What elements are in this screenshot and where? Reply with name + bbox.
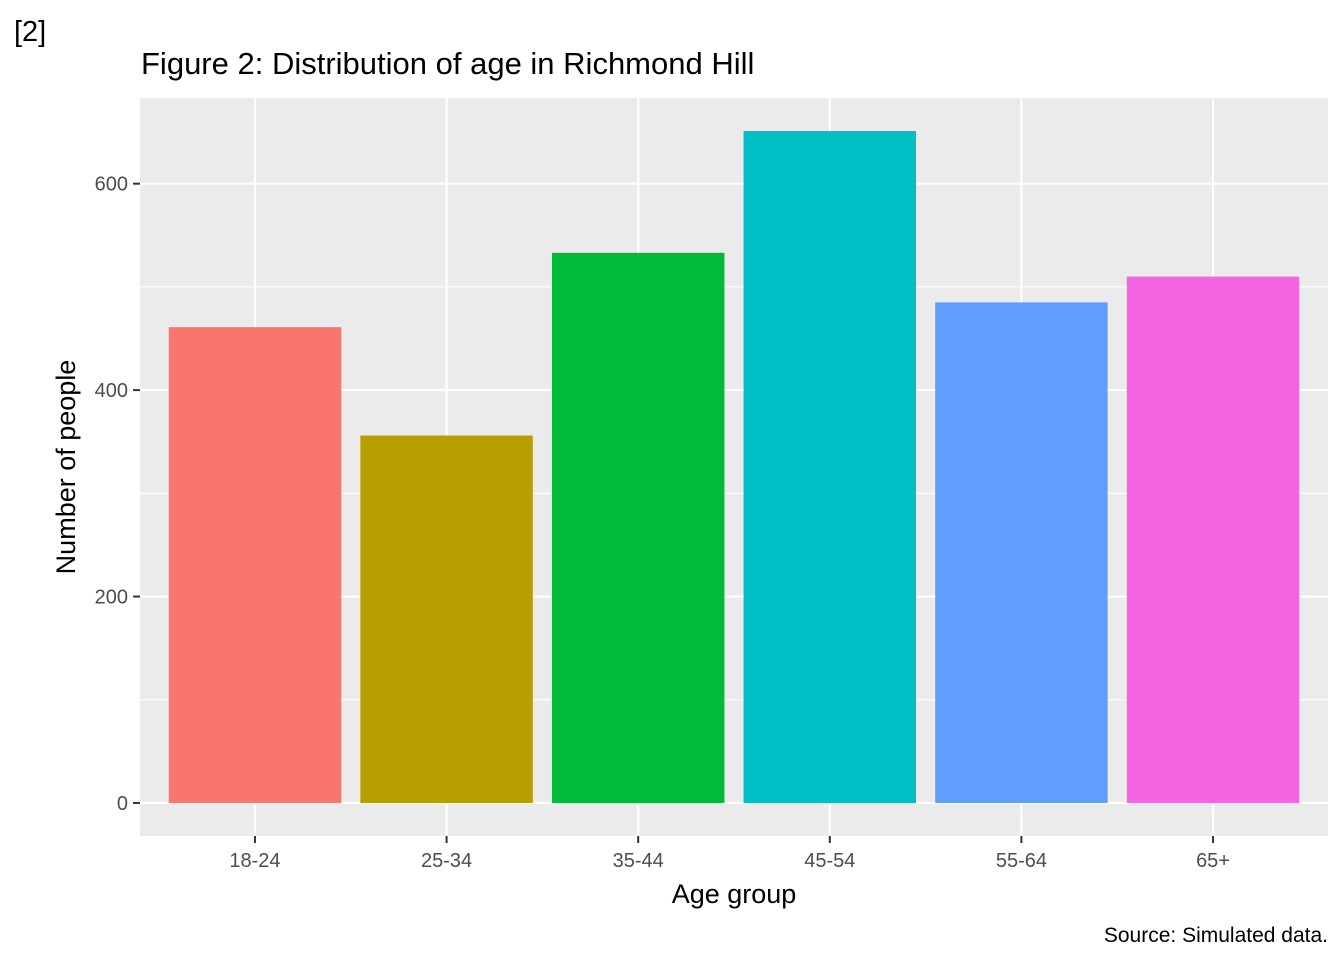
bar-45-54 (743, 131, 917, 803)
y-tick-label: 200 (95, 587, 128, 609)
y-tick-label: 400 (95, 380, 128, 402)
bar-25-34 (360, 435, 533, 803)
bar-55-64 (935, 302, 1108, 803)
x-tick-label: 35-44 (613, 850, 664, 872)
output-index-label: [2] (14, 16, 47, 48)
x-tick-label: 55-64 (996, 850, 1047, 872)
bar-35-44 (551, 252, 725, 803)
chart-caption: Source: Simulated data. (1104, 924, 1328, 947)
y-tick-label: 600 (95, 174, 128, 196)
x-tick-label: 45-54 (804, 850, 855, 872)
bar-65+ (1126, 276, 1300, 803)
chart-title: Figure 2: Distribution of age in Richmon… (141, 46, 754, 81)
x-tick-label: 18-24 (229, 850, 280, 872)
x-tick-label: 25-34 (421, 850, 472, 872)
bar-18-24 (168, 327, 342, 803)
bars (168, 131, 1300, 803)
x-axis: 18-24 25-34 35-44 45-54 55-64 65+ (229, 836, 1230, 872)
y-tick-label: 0 (117, 793, 128, 815)
y-axis: 0 200 400 600 (95, 174, 140, 815)
x-axis-label: Age group (672, 879, 797, 909)
x-tick-label: 65+ (1196, 850, 1230, 872)
y-axis-label: Number of people (51, 360, 81, 575)
